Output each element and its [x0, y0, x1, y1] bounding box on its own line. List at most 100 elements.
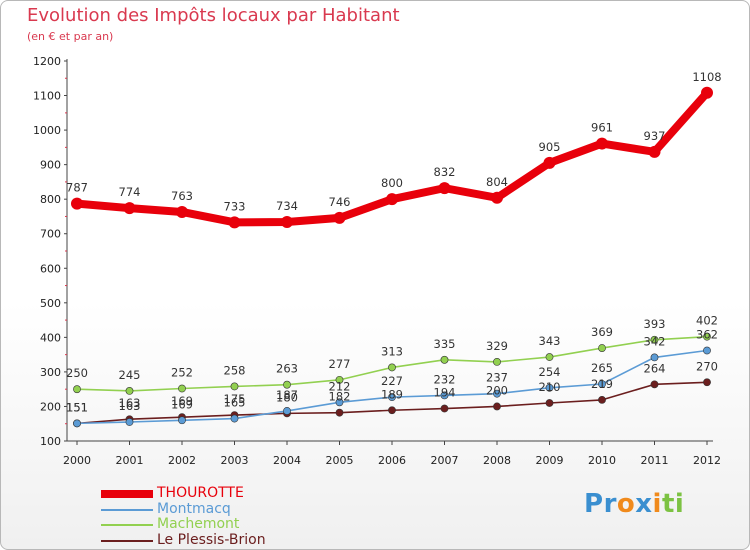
- data-point: [543, 156, 556, 169]
- legend-swatch: [101, 524, 153, 526]
- data-point: [230, 382, 239, 391]
- chart-title: Evolution des Impôts locaux par Habitant: [27, 5, 400, 26]
- data-label: 182: [329, 390, 351, 404]
- data-point: [650, 335, 659, 344]
- data-point: [491, 191, 503, 204]
- data-point: [388, 363, 396, 372]
- logo-letter: o: [616, 489, 636, 519]
- data-point: [123, 202, 136, 215]
- data-point: [388, 406, 396, 415]
- y-tick-label: 200: [40, 400, 61, 413]
- data-point: [598, 395, 606, 404]
- data-label: 254: [539, 365, 561, 379]
- data-label: 362: [696, 327, 718, 341]
- data-label: 734: [276, 199, 298, 213]
- data-label: 165: [224, 396, 246, 410]
- data-label: 250: [66, 366, 88, 380]
- data-label: 263: [276, 362, 298, 376]
- legend-label: Le Plessis-Brion: [157, 531, 266, 548]
- data-label: 227: [381, 374, 403, 388]
- y-tick-label: 100: [40, 435, 61, 448]
- x-tick-label: 2003: [221, 454, 249, 467]
- data-point: [283, 407, 291, 415]
- data-label: 163: [119, 396, 141, 410]
- data-point: [73, 385, 81, 394]
- data-label: 774: [119, 185, 141, 199]
- data-label: 265: [591, 361, 613, 375]
- legend-swatch: [101, 490, 153, 498]
- data-label: 369: [591, 325, 613, 339]
- data-label: 1108: [692, 70, 721, 84]
- data-label: 264: [644, 361, 666, 375]
- legend-label: Montmacq: [157, 500, 231, 517]
- data-label: 194: [434, 386, 456, 400]
- data-point: [440, 391, 449, 400]
- data-label: 787: [66, 181, 88, 195]
- data-label: 343: [539, 334, 561, 348]
- data-label: 232: [434, 372, 456, 386]
- data-label: 804: [486, 175, 508, 189]
- data-point: [125, 418, 134, 426]
- x-tick-label: 2000: [63, 454, 91, 467]
- legend-swatch: [101, 508, 153, 511]
- logo-letter: i: [652, 489, 662, 519]
- y-tick-label: 700: [40, 228, 61, 241]
- data-label: 237: [486, 371, 508, 385]
- x-tick-label: 2010: [588, 454, 616, 467]
- data-label: 189: [381, 387, 403, 401]
- data-point: [283, 380, 291, 389]
- data-point: [281, 215, 293, 228]
- y-tick-label: 300: [40, 366, 61, 379]
- y-tick-label: 500: [40, 297, 61, 310]
- legend-label: Machemont: [157, 516, 240, 532]
- x-tick-label: 2007: [431, 454, 459, 467]
- legend-label: THOUROTTE: [157, 485, 244, 501]
- data-point: [228, 216, 241, 229]
- data-point: [598, 344, 606, 352]
- x-tick-label: 2005: [326, 454, 354, 467]
- data-label: 210: [539, 380, 561, 394]
- legend-swatch: [101, 539, 153, 542]
- data-label: 277: [329, 357, 351, 371]
- data-point: [598, 380, 606, 388]
- data-label: 151: [66, 400, 88, 414]
- data-label: 169: [171, 394, 193, 408]
- data-point: [493, 402, 501, 411]
- data-label: 169: [171, 397, 193, 411]
- y-tick-label: 900: [40, 159, 61, 172]
- logo-letter: t: [661, 489, 675, 519]
- data-point: [701, 86, 713, 99]
- data-point: [438, 182, 451, 195]
- data-label: 800: [381, 176, 403, 190]
- data-point: [333, 211, 346, 224]
- x-tick-label: 2012: [693, 454, 721, 467]
- data-point: [176, 205, 188, 218]
- logo-letter: i: [674, 489, 685, 519]
- data-point: [545, 383, 554, 392]
- data-point: [545, 353, 554, 361]
- proxiti-logo: Proxiti: [584, 489, 684, 519]
- data-label: 200: [486, 383, 508, 397]
- logo-letter: x: [635, 489, 653, 519]
- data-label: 219: [591, 377, 613, 391]
- data-label: 937: [644, 129, 666, 143]
- data-label: 187: [276, 388, 298, 402]
- data-point: [178, 384, 186, 393]
- y-tick-label: 400: [40, 331, 61, 344]
- data-label: 180: [276, 390, 298, 404]
- data-point: [386, 193, 398, 206]
- data-label: 258: [224, 363, 246, 377]
- data-label: 763: [171, 189, 193, 203]
- x-tick-label: 2006: [378, 454, 406, 467]
- data-point: [703, 346, 711, 355]
- data-label: 245: [119, 368, 141, 382]
- y-tick-label: 800: [40, 193, 61, 206]
- y-tick-label: 1100: [33, 90, 61, 103]
- data-label: 212: [329, 379, 351, 393]
- data-point: [440, 355, 449, 364]
- data-label: 961: [591, 121, 613, 135]
- data-point: [125, 387, 134, 395]
- chart-subtitle: (en € et par an): [27, 30, 114, 43]
